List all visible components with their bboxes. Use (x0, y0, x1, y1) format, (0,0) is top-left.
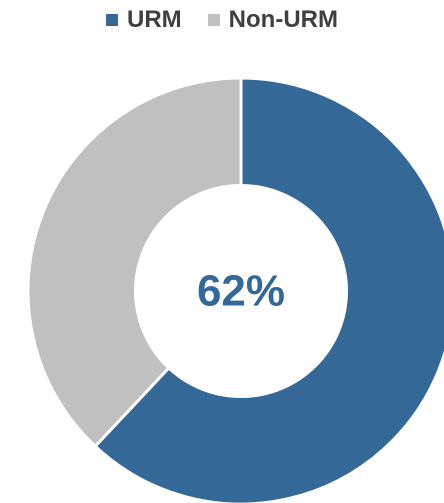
legend-swatch-non-urm (207, 14, 220, 26)
legend-swatch-urm (106, 14, 119, 26)
legend-label-non-urm: Non-URM (228, 6, 338, 33)
center-percentage-label: 62% (197, 267, 285, 316)
legend-item-non-urm: Non-URM (207, 6, 338, 34)
chart-legend: URM Non-URM (0, 6, 444, 34)
donut-hole (134, 184, 348, 398)
legend-label-urm: URM (127, 6, 182, 33)
donut-slice-non-urm (26, 76, 243, 449)
legend-item-urm: URM (106, 6, 182, 34)
